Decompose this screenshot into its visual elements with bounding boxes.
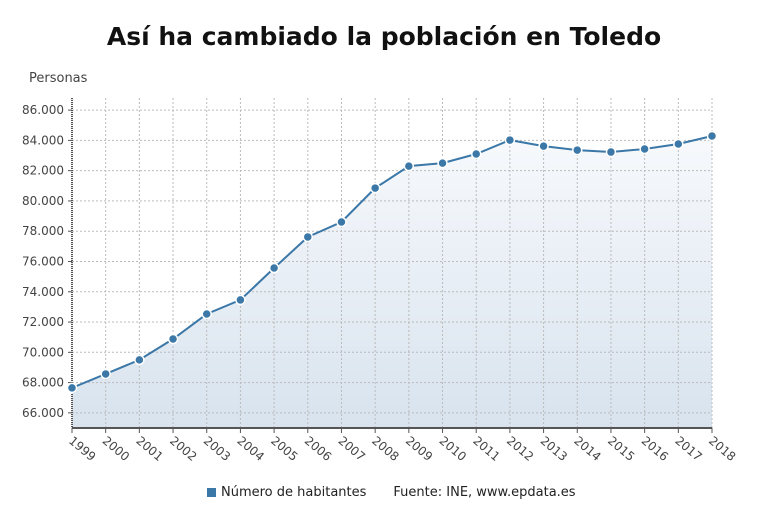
y-axis-label: Personas bbox=[29, 71, 88, 86]
data-point bbox=[268, 262, 280, 274]
data-point bbox=[706, 130, 718, 142]
x-tick-label: 2004 bbox=[234, 434, 266, 464]
data-point bbox=[504, 134, 516, 146]
y-tick-label: 70.000 bbox=[22, 345, 64, 359]
area-fill bbox=[72, 135, 712, 428]
data-point bbox=[100, 368, 111, 380]
x-tick-label: 2001 bbox=[133, 434, 165, 464]
data-point bbox=[470, 148, 482, 160]
y-tick-label: 76.000 bbox=[22, 254, 64, 268]
x-tick-label: 1999 bbox=[66, 434, 98, 464]
x-tick-label: 2015 bbox=[605, 434, 637, 464]
data-point bbox=[235, 294, 246, 306]
data-point bbox=[403, 160, 415, 172]
x-tick-label: 2011 bbox=[470, 434, 502, 464]
data-point bbox=[336, 216, 347, 228]
y-tick-label: 80.000 bbox=[22, 194, 64, 208]
data-point bbox=[66, 382, 78, 394]
data-point bbox=[167, 333, 179, 345]
x-tick-label: 2016 bbox=[639, 434, 671, 464]
x-tick-label: 2018 bbox=[706, 434, 738, 464]
legend: Número de habitantes Fuente: INE, www.ep… bbox=[207, 485, 576, 500]
x-tick-label: 2007 bbox=[336, 434, 368, 464]
chart-title: Así ha cambiado la población en Toledo bbox=[106, 22, 662, 51]
data-point bbox=[369, 182, 381, 194]
x-tick-label: 2000 bbox=[100, 434, 132, 464]
x-tick-label: 2003 bbox=[201, 434, 233, 464]
x-tick-label: 2014 bbox=[571, 434, 603, 464]
x-tick-label: 2013 bbox=[538, 434, 570, 464]
x-tick-label: 2012 bbox=[504, 434, 536, 464]
legend-label[interactable]: Número de habitantes bbox=[221, 485, 367, 500]
series-line bbox=[71, 135, 713, 389]
y-tick-label: 66.000 bbox=[22, 406, 64, 420]
data-point bbox=[538, 140, 549, 152]
data-point bbox=[572, 144, 583, 156]
x-tick-label: 2002 bbox=[167, 434, 199, 464]
x-tick-label: 2009 bbox=[403, 434, 435, 464]
y-tick-label: 68.000 bbox=[22, 376, 64, 390]
x-tick-label: 2006 bbox=[302, 434, 334, 464]
y-tick-label: 84.000 bbox=[22, 133, 64, 147]
x-tick-label: 2005 bbox=[268, 434, 300, 464]
y-tick-label: 78.000 bbox=[22, 224, 64, 238]
x-tick-label: 2017 bbox=[672, 434, 704, 464]
data-point bbox=[639, 143, 650, 155]
y-tick-label: 72.000 bbox=[22, 315, 64, 329]
legend-swatch bbox=[207, 488, 216, 497]
data-point bbox=[673, 138, 684, 150]
data-point bbox=[201, 308, 212, 320]
source-note: Fuente: INE, www.epdata.es bbox=[393, 485, 576, 500]
x-tick-label: 2010 bbox=[437, 434, 469, 464]
y-tick-label: 82.000 bbox=[22, 164, 64, 178]
data-point bbox=[605, 146, 617, 158]
data-point bbox=[437, 157, 448, 169]
data-point bbox=[134, 354, 145, 366]
data-point bbox=[302, 231, 314, 243]
y-tick-label: 86.000 bbox=[22, 103, 64, 117]
x-tick-label: 2008 bbox=[369, 434, 401, 464]
y-tick-label: 74.000 bbox=[22, 285, 64, 299]
